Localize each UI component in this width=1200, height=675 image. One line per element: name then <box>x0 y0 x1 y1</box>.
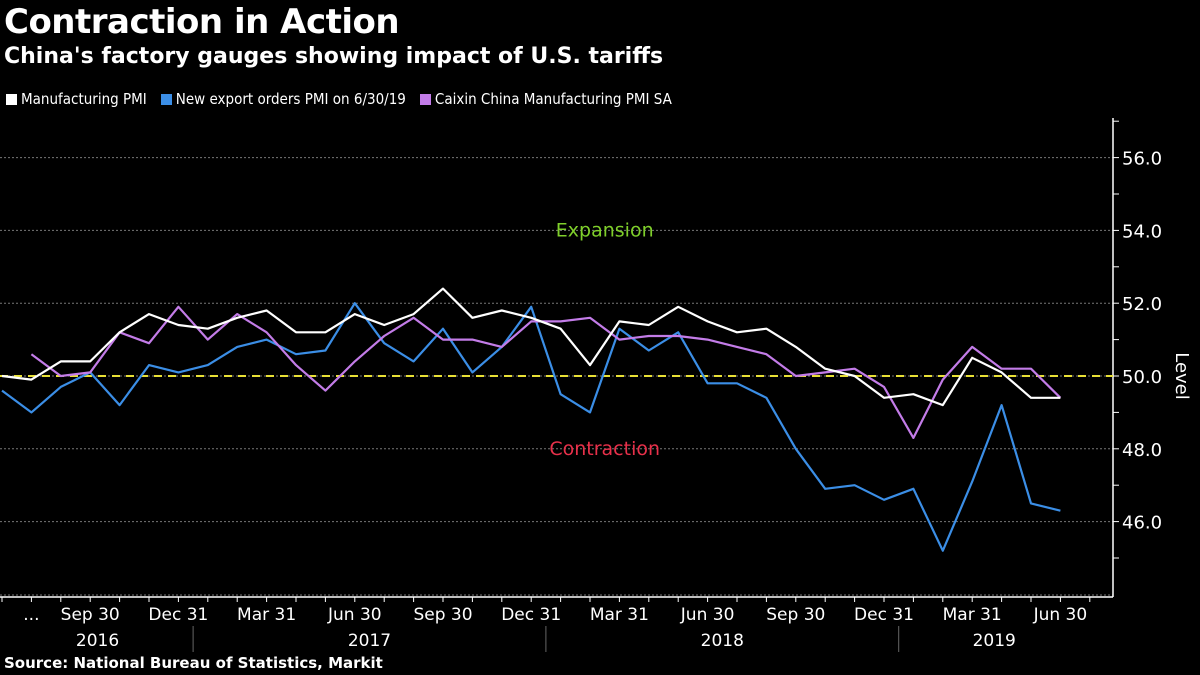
x-tick-label: Mar 31 <box>590 605 649 625</box>
x-tick-label: Sep 30 <box>61 605 120 625</box>
annotation-expansion: Expansion <box>556 219 654 241</box>
chart-title: Contraction in Action <box>4 2 400 42</box>
x-year-label: 2016 <box>76 631 119 651</box>
source-note: Source: National Bureau of Statistics, M… <box>4 654 383 672</box>
legend-label: Manufacturing PMI <box>21 90 147 108</box>
series-export-orders <box>1 302 1061 552</box>
chart-subtitle: China's factory gauges showing impact of… <box>4 44 664 69</box>
x-tick-label: Jun 30 <box>680 605 735 625</box>
x-tick-label: Jun 30 <box>1033 605 1088 625</box>
x-tick-label: Sep 30 <box>766 605 825 625</box>
x-year-label: 2019 <box>973 631 1016 651</box>
x-year-label: 2018 <box>701 631 744 651</box>
x-year-label: 2017 <box>348 631 391 651</box>
legend-label: Caixin China Manufacturing PMI SA <box>434 90 672 108</box>
legend-swatch <box>6 93 17 105</box>
x-tick-label: Dec 31 <box>501 605 561 625</box>
y-tick-label: 48.0 <box>1122 440 1162 461</box>
series-caixin-pmi <box>30 305 1062 439</box>
annotation-contraction: Contraction <box>549 438 660 460</box>
legend-item-caixin-pmi: Caixin China Manufacturing PMI SA <box>419 90 672 108</box>
y-tick-label: 56.0 <box>1122 149 1162 170</box>
series-manufacturing-pmi <box>1 287 1061 407</box>
x-tick-label: Mar 31 <box>943 605 1002 625</box>
x-tick-label: Jun 30 <box>327 605 382 625</box>
x-tick-label: Dec 31 <box>854 605 914 625</box>
legend-swatch <box>160 93 172 105</box>
legend-item-export-orders: New export orders PMI on 6/30/19 <box>160 90 406 108</box>
y-tick-label: 52.0 <box>1122 294 1162 315</box>
legend: Manufacturing PMI New export orders PMI … <box>6 90 672 108</box>
y-tick-label: 46.0 <box>1122 513 1162 534</box>
x-tick-label: Mar 31 <box>237 605 296 625</box>
y-tick-label: 50.0 <box>1122 367 1162 388</box>
legend-label: New export orders PMI on 6/30/19 <box>175 90 406 108</box>
legend-swatch <box>419 93 431 105</box>
legend-item-manufacturing-pmi: Manufacturing PMI <box>6 90 147 108</box>
y-axis-title: Level <box>1171 352 1192 400</box>
x-tick-label: Dec 31 <box>148 605 208 625</box>
y-tick-label: 54.0 <box>1122 221 1162 242</box>
x-tick-label: ... <box>23 605 39 625</box>
x-tick-label: Sep 30 <box>413 605 472 625</box>
